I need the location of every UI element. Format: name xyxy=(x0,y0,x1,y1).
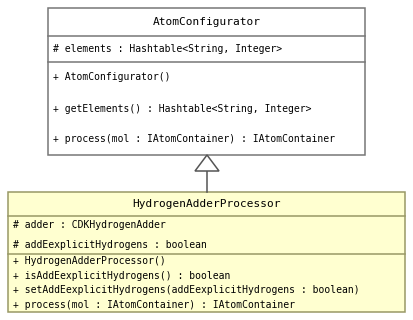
Text: # elements : Hashtable<String, Integer>: # elements : Hashtable<String, Integer> xyxy=(53,44,282,54)
Text: + HydrogenAdderProcessor(): + HydrogenAdderProcessor() xyxy=(13,256,166,266)
Text: # adder : CDKHydrogenAdder: # adder : CDKHydrogenAdder xyxy=(13,220,166,230)
Bar xyxy=(48,8,365,155)
Polygon shape xyxy=(195,155,219,171)
Text: HydrogenAdderProcessor: HydrogenAdderProcessor xyxy=(132,199,281,209)
Text: AtomConfigurator: AtomConfigurator xyxy=(152,17,261,27)
Text: + process(mol : IAtomContainer) : IAtomContainer: + process(mol : IAtomContainer) : IAtomC… xyxy=(53,134,335,145)
Bar xyxy=(8,192,405,312)
Text: # addEexplicitHydrogens : boolean: # addEexplicitHydrogens : boolean xyxy=(13,239,207,250)
Text: + AtomConfigurator(): + AtomConfigurator() xyxy=(53,73,171,83)
Text: + getElements() : Hashtable<String, Integer>: + getElements() : Hashtable<String, Inte… xyxy=(53,103,311,114)
Text: + process(mol : IAtomContainer) : IAtomContainer: + process(mol : IAtomContainer) : IAtomC… xyxy=(13,300,295,310)
Text: + isAddEexplicitHydrogens() : boolean: + isAddEexplicitHydrogens() : boolean xyxy=(13,271,230,281)
Text: + setAddEexplicitHydrogens(addEexplicitHydrogens : boolean): + setAddEexplicitHydrogens(addEexplicitH… xyxy=(13,285,360,295)
